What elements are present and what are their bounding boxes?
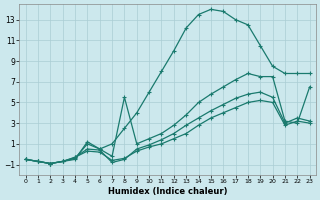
X-axis label: Humidex (Indice chaleur): Humidex (Indice chaleur) <box>108 187 228 196</box>
